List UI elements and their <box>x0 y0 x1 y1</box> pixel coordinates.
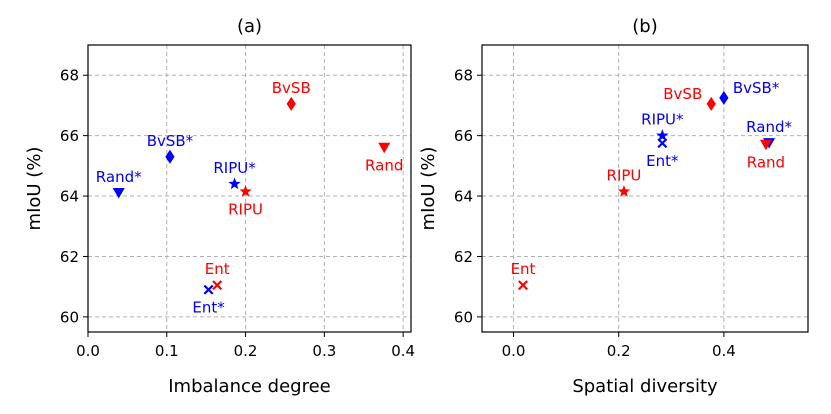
y-tick-label: 68 <box>454 67 473 85</box>
x-tick-label: 0.3 <box>312 342 336 360</box>
y-tick-label: 68 <box>60 67 79 85</box>
y-tick-label: 62 <box>60 248 79 266</box>
y-axis-label: mIoU (%) <box>24 147 45 231</box>
data-point-star <box>228 177 241 190</box>
data-point-diamond <box>165 149 175 164</box>
x-tick-label: 0.0 <box>76 342 100 360</box>
x-tick-label: 0.0 <box>502 342 526 360</box>
x-tick-label: 0.4 <box>391 342 415 360</box>
data-point-star <box>617 185 631 197</box>
data-label: Rand* <box>746 118 792 136</box>
data-label: RIPU <box>228 201 263 219</box>
x-tick-label: 0.2 <box>234 342 258 360</box>
data-point-triangle-down <box>112 188 125 199</box>
y-axis-label: mIoU (%) <box>418 147 439 231</box>
data-label: BvSB* <box>733 79 780 97</box>
data-label: BvSB <box>272 79 311 97</box>
x-axis-label: Imbalance degree <box>168 376 331 397</box>
y-tick-label: 64 <box>454 188 473 206</box>
panel-a: 0.0 0.1 0.2 0.3 0.4 60 62 64 66 68 (a) Imbalance de… <box>24 16 415 397</box>
x-tick-label: 0.4 <box>712 342 736 360</box>
x-tick-label: 0.1 <box>155 342 179 360</box>
data-label: Ent <box>511 260 536 278</box>
data-label: RIPU* <box>213 159 256 177</box>
data-label: Rand <box>747 154 785 172</box>
data-label: RIPU <box>607 167 642 185</box>
plot-frame <box>87 44 412 333</box>
chart-title: (a) <box>237 16 262 37</box>
data-label: Ent* <box>646 152 679 170</box>
plot-frame <box>481 44 809 333</box>
x-axis-label: Spatial diversity <box>572 376 718 397</box>
y-tick-label: 60 <box>454 308 473 326</box>
data-point-triangle-down <box>759 139 772 151</box>
data-label: BvSB <box>663 85 702 103</box>
data-point-star <box>239 185 252 197</box>
data-point-star <box>656 129 669 141</box>
data-point-x <box>657 138 668 149</box>
data-label: RIPU* <box>641 111 684 129</box>
data-point-diamond <box>719 90 729 105</box>
data-label: Ent* <box>192 299 225 317</box>
data-point-x <box>518 280 528 291</box>
y-tick-label: 64 <box>60 188 79 206</box>
data-label: BvSB* <box>147 132 194 150</box>
data-label: Rand <box>365 157 403 175</box>
data-point-x <box>212 280 223 291</box>
data-label: Rand* <box>96 168 142 186</box>
chart-title: (b) <box>632 16 657 37</box>
data-point-x <box>203 284 214 295</box>
data-point-triangle-down <box>378 142 391 154</box>
y-tick-label: 60 <box>60 308 79 326</box>
y-tick-label: 66 <box>60 127 79 145</box>
x-tick-label: 0.2 <box>607 342 631 360</box>
data-point-diamond <box>706 96 716 111</box>
panel-b: 0.0 0.2 0.4 60 62 64 66 68 (b) Spatial diversity m… <box>418 16 809 397</box>
y-tick-label: 66 <box>454 127 473 145</box>
data-point-diamond <box>286 96 296 111</box>
data-label: Ent <box>205 260 230 278</box>
y-tick-label: 62 <box>454 248 473 266</box>
